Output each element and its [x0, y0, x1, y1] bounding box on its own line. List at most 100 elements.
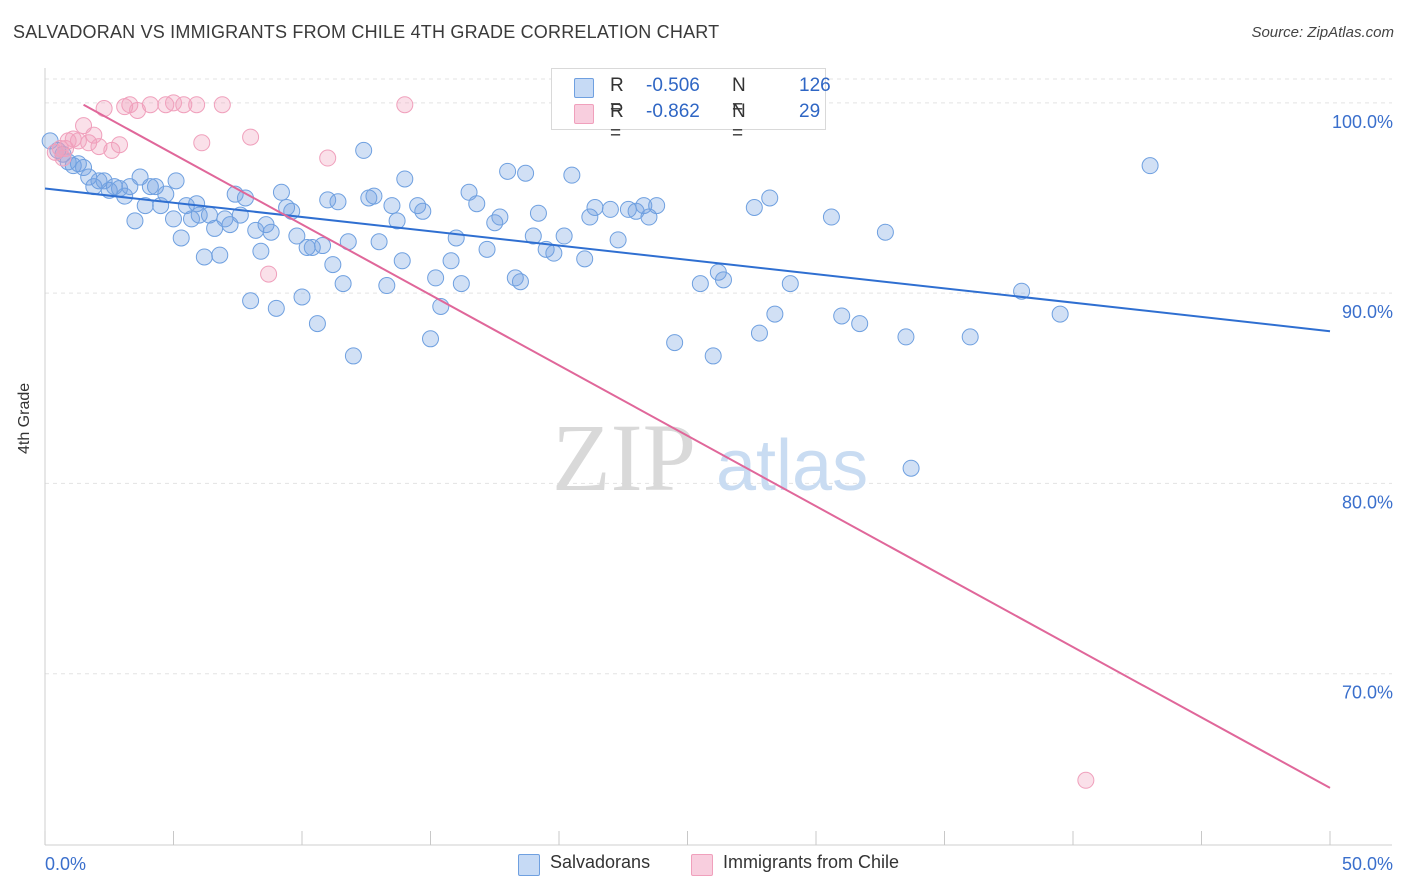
data-point-salvadorans: [833, 307, 851, 325]
data-point-salvadorans: [393, 252, 411, 270]
data-point-salvadorans: [334, 275, 352, 293]
data-point-salvadorans: [478, 240, 496, 258]
data-point-chile: [85, 126, 103, 144]
data-point-chile: [188, 96, 206, 114]
data-point-salvadorans: [524, 227, 542, 245]
legend-swatch-blue: [574, 78, 594, 98]
chart-source: Source: ZipAtlas.com: [1251, 24, 1394, 41]
data-point-chile: [90, 138, 108, 156]
data-point-salvadorans: [745, 199, 763, 216]
series-salvadorans: [41, 94, 1159, 477]
data-point-salvadorans: [355, 141, 373, 159]
data-point-salvadorans: [242, 292, 260, 310]
data-point-salvadorans: [319, 191, 337, 209]
data-point-salvadorans: [601, 200, 619, 218]
data-point-salvadorans: [303, 238, 321, 256]
data-point-salvadorans: [324, 256, 342, 274]
data-point-salvadorans: [491, 208, 509, 226]
data-point-salvadorans: [517, 164, 535, 182]
stats-legend: R = -0.506 N = 126 R = -0.862 N = 29: [551, 68, 831, 144]
data-point-salvadorans: [165, 210, 182, 228]
data-point-salvadorans: [414, 202, 432, 220]
legend-n-value: 126: [799, 75, 831, 96]
data-point-chile: [95, 100, 113, 118]
data-point-chile: [69, 132, 87, 150]
data-point-salvadorans: [902, 459, 920, 477]
data-point-salvadorans: [383, 197, 401, 215]
data-point-salvadorans: [211, 246, 229, 264]
data-point-salvadorans: [195, 248, 213, 266]
data-point-salvadorans: [876, 223, 894, 241]
data-point-salvadorans: [370, 233, 388, 251]
data-point-salvadorans: [157, 185, 175, 203]
data-point-salvadorans: [961, 328, 979, 346]
data-point-salvadorans: [396, 170, 414, 188]
data-point-salvadorans: [555, 227, 573, 245]
y-axis-label: 4th Grade: [16, 382, 33, 454]
data-point-salvadorans: [648, 197, 666, 215]
data-point-salvadorans: [781, 275, 799, 293]
y-tick-label: 100.0%: [1332, 112, 1393, 132]
data-point-salvadorans: [75, 159, 93, 177]
data-point-chile: [165, 94, 182, 112]
data-point-salvadorans: [141, 178, 159, 196]
data-point-salvadorans: [666, 334, 684, 352]
data-point-salvadorans: [136, 197, 154, 215]
data-point-salvadorans: [576, 250, 594, 268]
data-point-salvadorans: [1141, 157, 1159, 175]
data-point-chile: [111, 136, 129, 154]
data-point-chile: [175, 96, 193, 114]
legend-r-label: R =: [610, 101, 624, 144]
data-point-salvadorans: [529, 204, 547, 222]
data-point-salvadorans: [365, 187, 383, 205]
legend-n-label: N =: [732, 101, 746, 144]
legend-swatch-pink: [691, 854, 713, 876]
data-point-salvadorans: [468, 195, 486, 213]
data-point-salvadorans: [1051, 305, 1069, 323]
data-point-salvadorans: [766, 305, 784, 323]
data-point-salvadorans: [126, 212, 144, 230]
data-point-salvadorans: [329, 193, 347, 211]
data-point-chile: [129, 101, 147, 119]
data-point-salvadorans: [822, 208, 840, 226]
data-point-chile: [54, 149, 72, 167]
chart-title: SALVADORAN VS IMMIGRANTS FROM CHILE 4TH …: [13, 22, 720, 42]
data-point-salvadorans: [750, 324, 768, 342]
y-tick-label: 80.0%: [1342, 492, 1393, 512]
trend-lines: [44, 103, 1331, 789]
watermark-zip: ZIP: [552, 404, 696, 511]
legend-label: Immigrants from Chile: [723, 852, 900, 872]
trend-line-chile: [83, 103, 1331, 789]
data-point-salvadorans: [167, 172, 185, 190]
data-point-salvadorans: [563, 166, 581, 184]
legend-r-label: R =: [610, 75, 624, 118]
data-point-salvadorans: [714, 271, 732, 289]
data-point-salvadorans: [378, 277, 396, 295]
legend-label: Salvadorans: [550, 852, 651, 872]
data-point-salvadorans: [422, 330, 439, 348]
legend-n-label: N =: [732, 75, 746, 118]
data-point-salvadorans: [581, 208, 599, 226]
data-point-salvadorans: [545, 244, 563, 262]
data-point-salvadorans: [897, 328, 915, 346]
data-point-salvadorans: [704, 347, 722, 365]
data-point-salvadorans: [252, 242, 270, 260]
data-point-salvadorans: [95, 172, 113, 190]
data-point-salvadorans: [761, 189, 779, 207]
data-point-salvadorans: [511, 273, 529, 291]
data-point-chile: [242, 128, 260, 146]
legend-swatch-pink: [574, 104, 594, 124]
data-point-salvadorans: [314, 237, 332, 255]
data-point-salvadorans: [691, 275, 709, 293]
data-point-salvadorans: [272, 183, 290, 201]
data-point-salvadorans: [447, 229, 465, 247]
series-chile: [46, 94, 1095, 789]
data-point-salvadorans: [288, 227, 306, 245]
data-point-chile: [193, 134, 211, 152]
data-point-salvadorans: [452, 275, 470, 293]
trend-line-salvadorans: [44, 187, 1331, 333]
data-point-salvadorans: [388, 212, 406, 230]
y-tick-label: 70.0%: [1342, 683, 1393, 703]
data-point-salvadorans: [635, 197, 653, 215]
